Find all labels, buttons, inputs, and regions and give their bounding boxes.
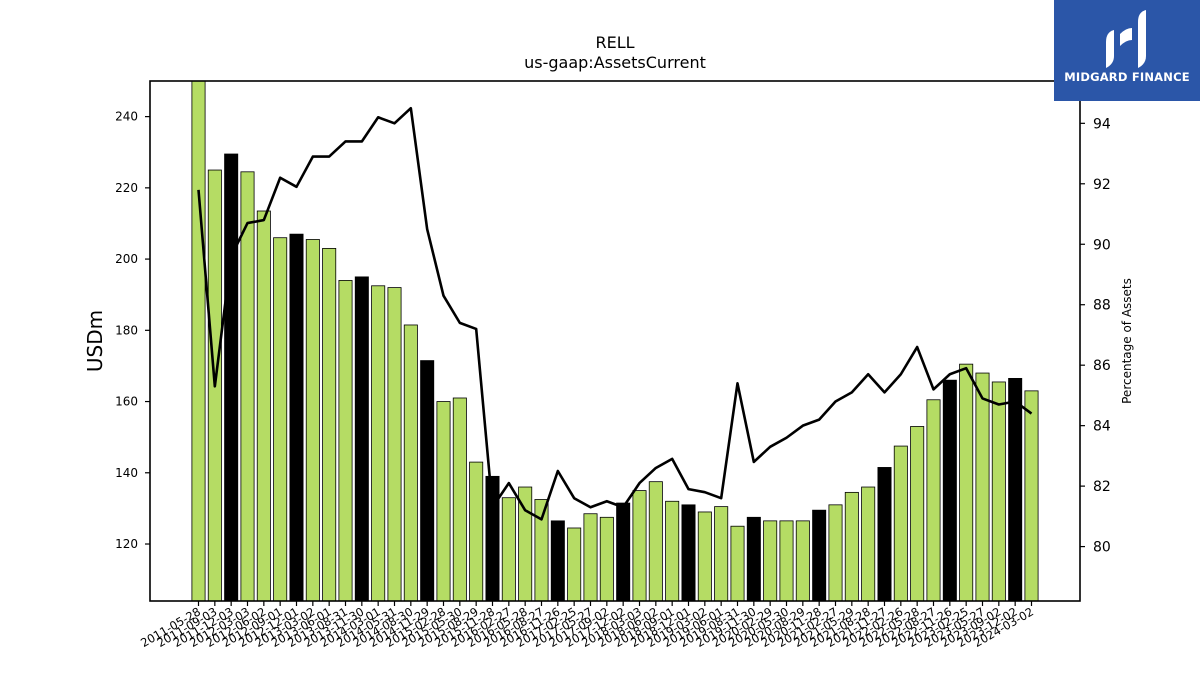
bar bbox=[746, 516, 761, 601]
bar bbox=[599, 516, 614, 601]
bar bbox=[1024, 390, 1039, 601]
brand-name: MIDGARD FINANCE bbox=[1064, 70, 1190, 84]
bar bbox=[420, 360, 435, 601]
y2-axis-label: Percentage of Assets bbox=[1120, 278, 1134, 404]
bar bbox=[452, 397, 467, 601]
y2-tick-label: 80 bbox=[1093, 540, 1111, 556]
y-axis-label: USDm bbox=[83, 310, 107, 372]
bar bbox=[518, 486, 533, 601]
chart-title: RELL bbox=[595, 33, 634, 52]
bar bbox=[893, 445, 908, 601]
series-line bbox=[197, 106, 1033, 521]
bar bbox=[877, 467, 892, 601]
bar bbox=[730, 525, 745, 601]
line-layer bbox=[197, 106, 1033, 521]
bar bbox=[305, 239, 320, 601]
bar bbox=[959, 363, 974, 601]
bar bbox=[861, 486, 876, 601]
bar bbox=[436, 401, 451, 601]
bar bbox=[224, 153, 239, 601]
bar bbox=[926, 399, 941, 601]
y2-tick-label: 84 bbox=[1093, 419, 1111, 435]
bar bbox=[681, 504, 696, 601]
bar bbox=[616, 502, 631, 601]
bar bbox=[648, 481, 663, 601]
bar bbox=[665, 500, 680, 601]
brand-logo: MIDGARD FINANCE bbox=[1054, 0, 1200, 101]
bar bbox=[975, 372, 990, 601]
bar bbox=[273, 237, 288, 601]
bar bbox=[812, 509, 827, 601]
axes-layer: 1201401601802002202408082848688909294201… bbox=[115, 80, 1111, 650]
bar bbox=[387, 287, 402, 601]
bar bbox=[1008, 377, 1023, 601]
y2-tick-label: 90 bbox=[1093, 237, 1111, 253]
bar bbox=[910, 426, 925, 601]
y-tick-label: 120 bbox=[115, 537, 138, 551]
bar bbox=[240, 171, 255, 601]
y-tick-label: 240 bbox=[115, 110, 138, 124]
chart-subtitle: us-gaap:AssetsCurrent bbox=[524, 53, 706, 72]
y-tick-label: 140 bbox=[115, 466, 138, 480]
bar bbox=[697, 511, 712, 601]
bar bbox=[550, 520, 565, 601]
y-tick-label: 180 bbox=[115, 323, 138, 337]
y2-tick-label: 86 bbox=[1093, 358, 1111, 374]
bar bbox=[485, 475, 500, 601]
bar bbox=[289, 233, 304, 601]
bar bbox=[403, 324, 418, 601]
bar bbox=[583, 513, 598, 601]
bar bbox=[322, 247, 337, 601]
y2-tick-label: 88 bbox=[1093, 298, 1111, 314]
bar bbox=[632, 490, 647, 601]
bar bbox=[191, 81, 206, 601]
plot-frame bbox=[149, 80, 1081, 602]
y-tick-label: 200 bbox=[115, 252, 138, 266]
bar bbox=[763, 520, 778, 601]
y-tick-label: 220 bbox=[115, 181, 138, 195]
y-tick-label: 160 bbox=[115, 395, 138, 409]
bar bbox=[354, 276, 369, 601]
bar bbox=[991, 381, 1006, 601]
bar bbox=[338, 280, 353, 601]
bar bbox=[828, 504, 843, 601]
bar bbox=[534, 499, 549, 601]
brand-mark-icon bbox=[1106, 10, 1146, 68]
bar bbox=[469, 461, 484, 601]
bar bbox=[371, 285, 386, 601]
bar bbox=[779, 520, 794, 601]
bar bbox=[714, 506, 729, 601]
bar bbox=[501, 497, 516, 601]
bar bbox=[942, 379, 957, 601]
bar bbox=[795, 520, 810, 601]
bar bbox=[567, 527, 582, 601]
y2-tick-label: 94 bbox=[1093, 116, 1111, 132]
y2-tick-label: 92 bbox=[1093, 177, 1111, 193]
bar bbox=[844, 491, 859, 601]
y2-tick-label: 82 bbox=[1093, 479, 1111, 495]
bar bbox=[256, 210, 271, 601]
